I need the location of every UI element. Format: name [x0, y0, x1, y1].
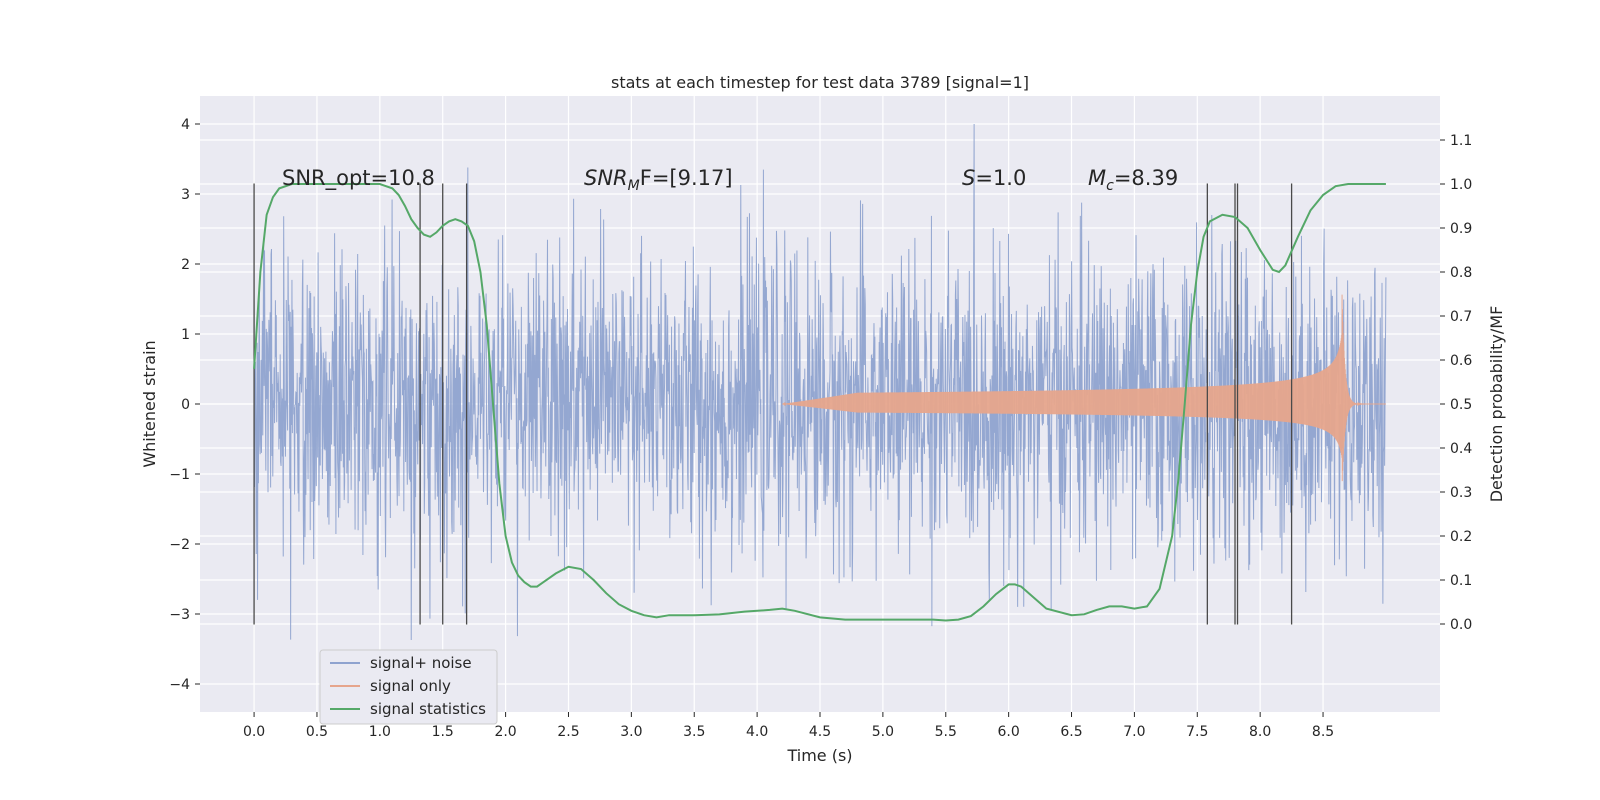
y-axis-right-ticks: 0.0 0.1 0.2 0.3 0.4 0.5 0.6 0.7 0.8 0.9 1.0 1.1: [1440, 133, 1472, 633]
y-tick-label: −2: [169, 537, 190, 553]
annotation-s: S=1.0: [962, 166, 1026, 190]
x-tick-label: 2.0: [494, 724, 516, 740]
y-tick-label: 2: [181, 257, 190, 273]
x-tick-label: 8.5: [1312, 724, 1334, 740]
x-tick-label: 6.0: [998, 724, 1020, 740]
legend-label-signal-only: signal only: [370, 677, 451, 695]
legend-box: [319, 649, 498, 725]
y-axis-ticks: −4 −3 −2 −1 0 1 2 3 4: [169, 117, 200, 693]
signal-only-series: [782, 294, 1386, 482]
annotation-mc-symbol: M: [1088, 166, 1106, 190]
y-right-tick-label: 0.3: [1450, 485, 1472, 501]
y-axis-right-label: Detection probability/MF: [1487, 306, 1506, 503]
annotation-snr-mf-value: F=[9.17]: [640, 166, 733, 190]
y-right-tick-label: 0.8: [1450, 265, 1472, 281]
x-tick-label: 1.0: [369, 724, 391, 740]
y-right-tick-label: 0.7: [1450, 309, 1472, 325]
legend-label-signal-noise: signal+ noise: [370, 654, 472, 672]
y-right-tick-label: 0.6: [1450, 353, 1472, 369]
x-tick-label: 5.5: [935, 724, 957, 740]
x-tick-label: 8.0: [1249, 724, 1271, 740]
x-tick-label: 3.0: [620, 724, 642, 740]
annotation-snr-mf-symbol: SNR: [584, 166, 628, 190]
y-tick-label: −3: [169, 607, 190, 623]
y-right-tick-label: 1.0: [1450, 177, 1472, 193]
y-right-tick-label: 0.4: [1450, 441, 1472, 457]
x-axis-label: Time (s): [786, 746, 852, 765]
y-right-tick-label: 1.1: [1450, 133, 1472, 149]
x-tick-label: 7.0: [1123, 724, 1145, 740]
x-tick-label: 6.5: [1060, 724, 1082, 740]
y-axis-label: Whitened strain: [140, 340, 159, 467]
y-tick-label: 0: [181, 397, 190, 413]
x-tick-label: 4.0: [746, 724, 768, 740]
y-tick-label: −1: [169, 467, 190, 483]
x-tick-label: 4.5: [809, 724, 831, 740]
x-tick-label: 7.5: [1186, 724, 1208, 740]
legend-label-signal-statistics: signal statistics: [370, 700, 486, 718]
signal-statistics-line: [253, 183, 1386, 622]
x-tick-label: 1.5: [432, 724, 454, 740]
annotation-s-value: =1.0: [975, 166, 1026, 190]
y-tick-label: −4: [169, 677, 190, 693]
annotation-mc: Mc=8.39: [1088, 166, 1178, 194]
y-right-tick-label: 0.9: [1450, 221, 1472, 237]
y-right-tick-label: 0.1: [1450, 573, 1472, 589]
x-tick-label: 0.5: [306, 724, 328, 740]
signal-only-trace: [782, 294, 1386, 482]
y-tick-label: 4: [181, 117, 190, 133]
y-tick-label: 3: [181, 187, 190, 203]
y-right-tick-label: 0.0: [1450, 617, 1472, 633]
legend: signal+ noise signal only signal statist…: [319, 649, 498, 725]
annotation-snr-mf-subscript: M: [628, 178, 640, 194]
y-tick-label: 1: [181, 327, 190, 343]
annotation-mc-value: =8.39: [1114, 166, 1178, 190]
chart-title: stats at each timestep for test data 378…: [611, 73, 1029, 92]
x-tick-label: 3.5: [683, 724, 705, 740]
x-tick-label: 0.0: [243, 724, 265, 740]
x-tick-label: 2.5: [557, 724, 579, 740]
annotation-snr-opt: SNR_opt=10.8: [282, 166, 435, 191]
signal-statistics-series: [253, 183, 1386, 622]
x-axis-ticks: 0.0 0.5 1.0 1.5 2.0 2.5 3.0 3.5 4.0 4.5 5.0 5.5 6.0 6…: [243, 712, 1334, 740]
annotation-mc-subscript: c: [1106, 178, 1114, 194]
y-right-tick-label: 0.5: [1450, 397, 1472, 413]
annotation-snr-mf: SNRMF=[9.17]: [584, 166, 733, 194]
x-tick-label: 5.0: [872, 724, 894, 740]
vertical-markers: [253, 183, 1293, 625]
annotation-s-symbol: S: [962, 166, 975, 190]
y-right-tick-label: 0.2: [1450, 529, 1472, 545]
